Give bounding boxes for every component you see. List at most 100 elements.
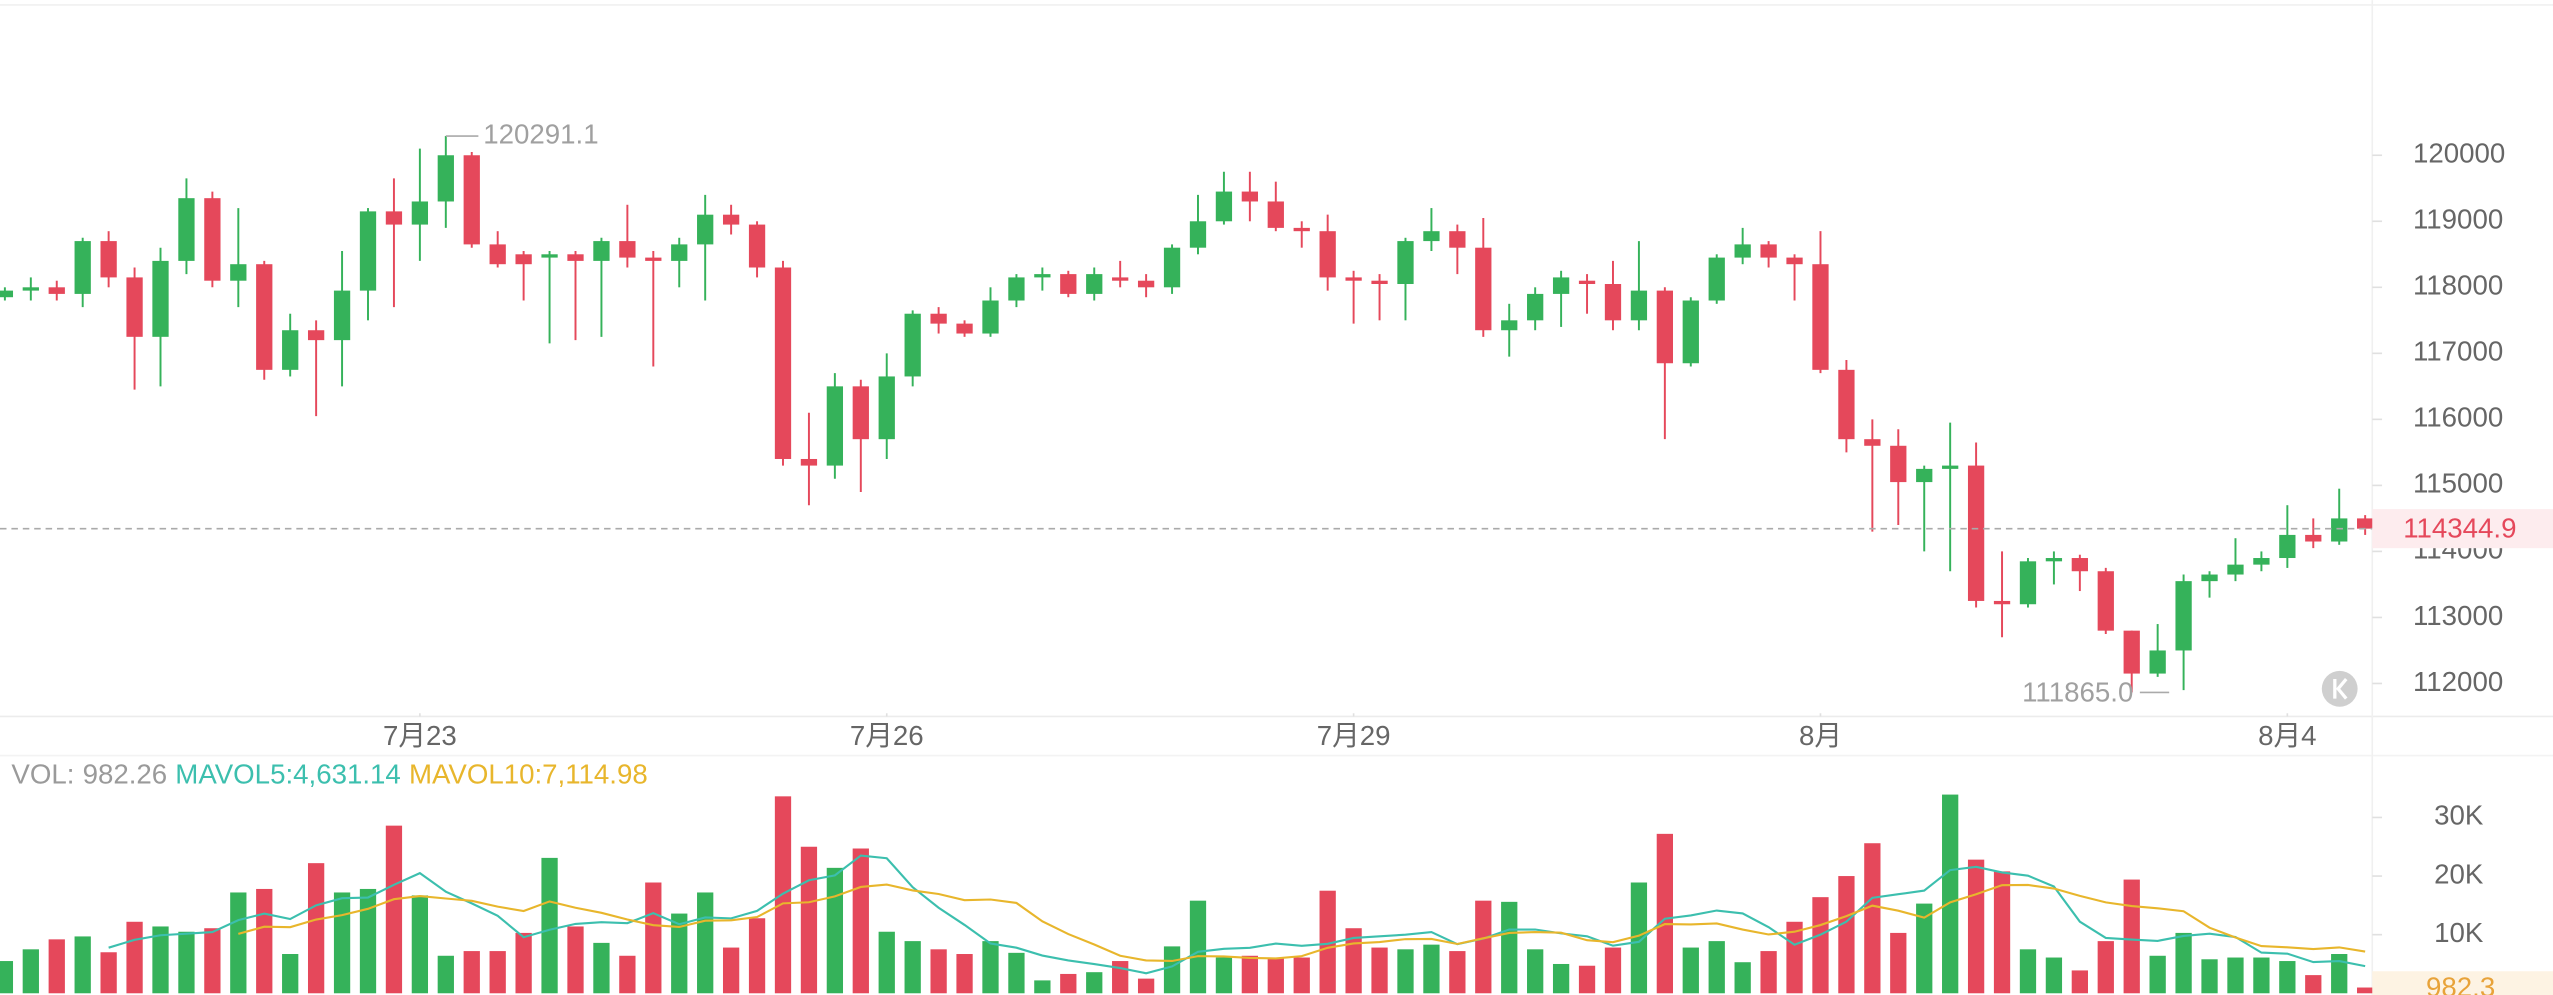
volume-bar <box>2305 975 2322 994</box>
y-tick-label: 112000 <box>2413 666 2503 697</box>
volume-bar <box>748 918 766 994</box>
candle-body <box>748 224 766 268</box>
y-tick-label: 117000 <box>2413 336 2503 367</box>
candle-body <box>930 313 947 324</box>
candle-body <box>1760 244 1777 258</box>
candle-body <box>1345 277 1362 281</box>
volume-bar <box>982 941 999 994</box>
y-tick-label: 118000 <box>2413 270 2503 301</box>
candle-body <box>1993 600 2011 605</box>
volume-bar <box>645 882 662 994</box>
candle-body <box>1708 257 1725 301</box>
volume-bar <box>307 863 325 994</box>
scroll-to-latest-button[interactable] <box>2321 670 2358 707</box>
volume-bar <box>204 928 221 994</box>
volume-bar <box>1527 949 1544 994</box>
volume-bar <box>1319 890 1336 994</box>
volume-bar <box>2279 961 2296 994</box>
volume-bar <box>878 931 895 994</box>
volume-bar <box>385 825 403 994</box>
volume-bar <box>1993 871 2011 994</box>
candle-body <box>22 287 39 291</box>
high-label: 120291.1 <box>483 118 598 149</box>
volume-bar <box>619 955 636 994</box>
volume-bar <box>100 952 117 994</box>
candle-body <box>515 254 532 265</box>
volume-bar <box>1163 946 1181 994</box>
volume-bar <box>1423 944 1440 994</box>
candle-body <box>0 290 14 298</box>
candle-body <box>2357 518 2374 529</box>
candle-body <box>1916 468 1933 483</box>
candle-body <box>126 277 143 337</box>
volume-bar <box>489 951 506 994</box>
volume-bar <box>826 867 844 994</box>
volume-bar <box>541 857 558 994</box>
candle-body <box>1786 257 1803 265</box>
volume-bar <box>671 913 688 994</box>
volume-bar <box>22 949 39 994</box>
y-tick-label: 116000 <box>2413 402 2503 433</box>
candle-body <box>256 264 273 370</box>
volume-bar <box>411 895 429 994</box>
volume-bar <box>1552 963 1570 994</box>
volume-bar <box>1760 951 1777 994</box>
candle-body <box>1578 280 1596 285</box>
candle-body <box>385 211 403 225</box>
volume-bar <box>152 926 169 994</box>
candle-body <box>1034 274 1051 278</box>
volume-bar <box>0 961 14 994</box>
candle-body <box>2071 558 2088 572</box>
candle-body <box>2227 564 2244 575</box>
volume-bar <box>1501 901 1518 994</box>
y-tick-label: 119000 <box>2413 204 2503 235</box>
volume-bar <box>1137 978 1155 994</box>
volume-bar <box>2097 941 2114 994</box>
volume-bar <box>1864 843 1881 994</box>
candle-body <box>1734 244 1751 258</box>
candle-body <box>1163 247 1181 288</box>
candle-body <box>1293 227 1310 232</box>
candle-body <box>2201 574 2218 582</box>
volume-bar <box>2357 987 2374 994</box>
candle-body <box>2019 561 2037 605</box>
volume-bar <box>956 954 973 994</box>
volume-legend: VOL: 982.26 MAVOL5:4,631.14 MAVOL10:7,114.9… <box>11 759 647 790</box>
volume-bar <box>282 954 299 994</box>
volume-bar <box>1267 957 1284 994</box>
candle-body <box>437 155 454 202</box>
candle-body <box>800 458 818 466</box>
candle-body <box>567 254 584 261</box>
candle-body <box>1215 191 1233 222</box>
candle-body <box>2045 558 2063 562</box>
candle-body <box>489 244 506 265</box>
volume-bar <box>178 931 195 994</box>
x-tick-label: 8月 <box>1799 720 1842 751</box>
legend-text: 982.26 <box>83 759 168 790</box>
candle-body <box>774 267 792 459</box>
volume-bar <box>2253 957 2270 994</box>
candle-body <box>1552 277 1570 294</box>
candle-body <box>2279 534 2296 559</box>
volume-bar <box>48 939 65 994</box>
candle-body <box>152 260 169 337</box>
volume-bar <box>2123 879 2140 994</box>
volume-bar <box>2175 932 2192 994</box>
candle-body <box>1060 274 1077 294</box>
legend-text: 7,114.98 <box>542 759 648 790</box>
volume-bar <box>1371 947 1388 994</box>
volume-bar <box>1034 980 1051 994</box>
candle-body <box>1397 241 1414 285</box>
legend-text: 4,631.14 <box>293 759 401 790</box>
last-price-box <box>2372 509 2553 549</box>
y-tick-label: 30K <box>2434 800 2484 831</box>
candle-body <box>1189 221 1207 248</box>
candle-body <box>982 300 999 334</box>
volume-bar <box>1604 947 1622 994</box>
volume-bar <box>1475 900 1492 994</box>
candle-body <box>2149 650 2166 674</box>
candle-body <box>2123 630 2140 674</box>
candle-body <box>826 386 844 466</box>
